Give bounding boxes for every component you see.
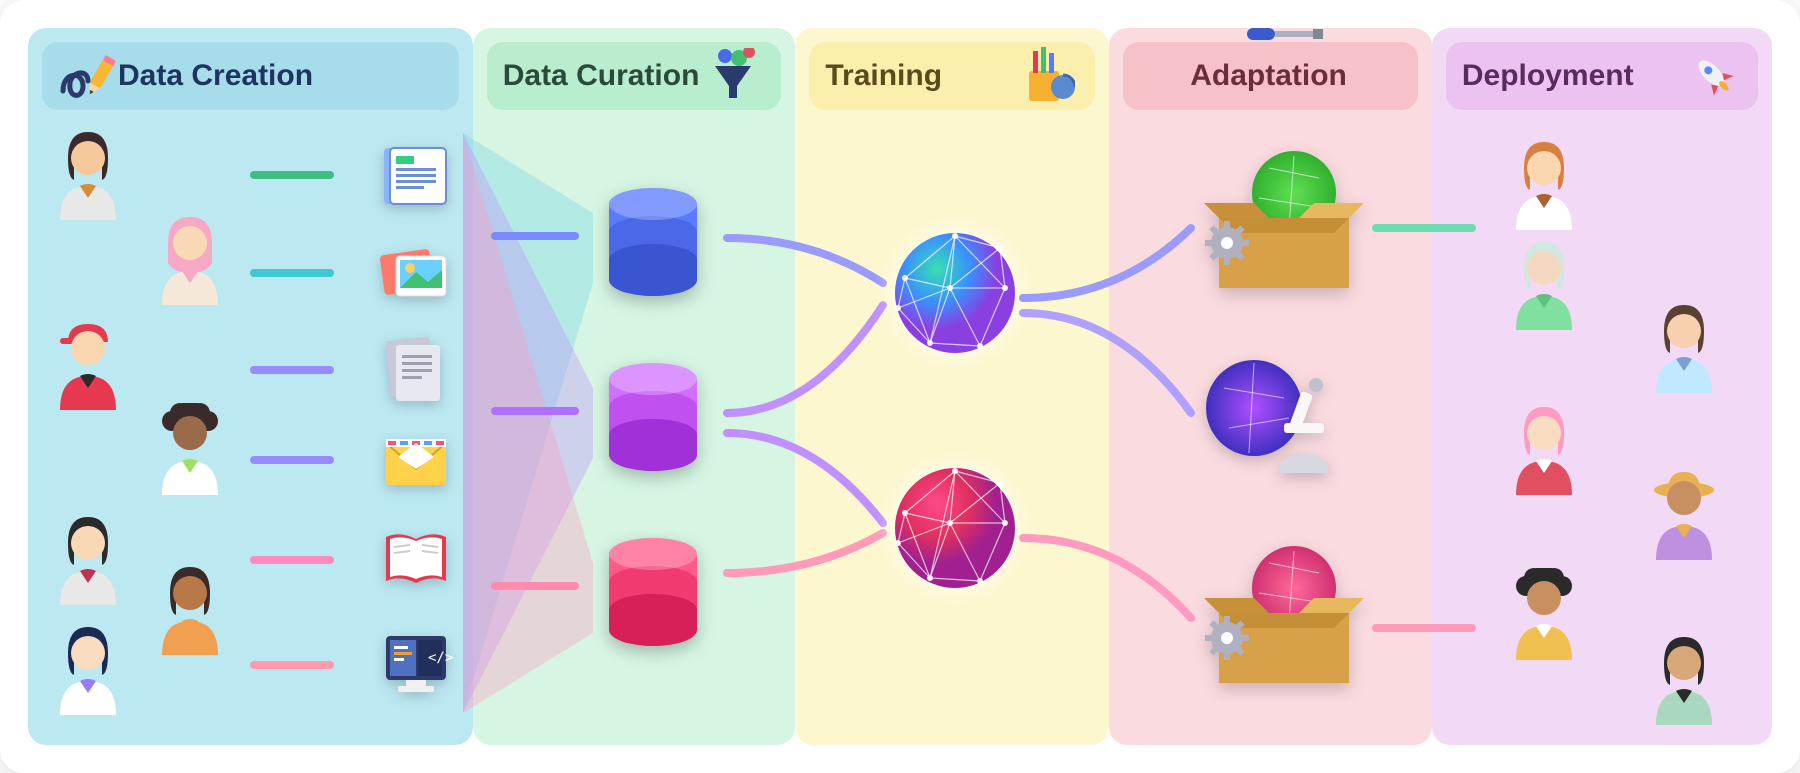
header-training: Training (809, 42, 1095, 110)
beam-2 (463, 123, 603, 723)
box-pink-icon (1199, 543, 1369, 693)
pencil-squiggle-icon (58, 51, 118, 101)
box-green-icon (1199, 148, 1369, 298)
user-user-3 (1642, 301, 1726, 393)
scope-icon (1199, 348, 1349, 488)
creator-person-buzz (148, 563, 232, 655)
arrow-creator-to-media-4 (250, 550, 338, 570)
user-user-2 (1502, 238, 1586, 330)
model-a-icon (890, 228, 1020, 358)
creator-person-bob (46, 623, 130, 715)
creator-person-cap (46, 318, 130, 410)
media-mail-icon (371, 418, 461, 504)
creator-person-sari (46, 128, 130, 220)
arrow-into-db-blue (491, 226, 583, 246)
screwdriver-icon (1245, 14, 1325, 59)
user-user-7 (1642, 633, 1726, 725)
creator-person-curly (148, 403, 232, 495)
creation-stage-body: </> (28, 123, 473, 735)
arrow-train-3 (723, 523, 893, 583)
arrow-adapt-2 (1019, 528, 1199, 638)
media-news-icon (371, 133, 461, 219)
user-user-5 (1642, 468, 1726, 560)
arrow-creator-to-media-1 (250, 263, 338, 283)
header-label: Data Creation (118, 59, 313, 93)
pencil-cup-icon (1015, 47, 1075, 105)
db-purple-icon (593, 353, 713, 473)
header-deployment: Deployment (1446, 42, 1758, 110)
media-docs-icon (371, 328, 461, 414)
pipeline-diagram: Data Creation (0, 0, 1800, 773)
rocket-icon (1690, 52, 1738, 100)
adaptation-stage-body (1109, 123, 1432, 735)
db-pink-icon (593, 528, 713, 648)
arrow-creator-to-media-3 (250, 450, 338, 470)
svg-text:</>: </> (428, 650, 453, 666)
header-label: Data Curation (503, 59, 700, 93)
header-label: Training (825, 59, 942, 93)
media-code-icon: </> (371, 623, 461, 709)
db-blue-icon (593, 178, 713, 298)
header-label: Adaptation (1190, 59, 1347, 93)
user-user-6 (1502, 568, 1586, 660)
user-user-1 (1502, 138, 1586, 230)
arrow-creator-to-media-2 (250, 360, 338, 380)
arrow-deploy-0 (1372, 218, 1482, 238)
model-b-icon (890, 463, 1020, 593)
media-book-icon (371, 518, 461, 604)
arrow-deploy-1 (1372, 618, 1482, 638)
arrow-train-1 (723, 293, 893, 423)
header-data-creation: Data Creation (42, 42, 459, 110)
creator-person-hijab (148, 213, 232, 305)
deployment-stage-body (1432, 123, 1772, 735)
stage-columns: Data Creation (28, 28, 1772, 745)
header-data-curation: Data Curation (487, 42, 782, 110)
creator-person-bangs (46, 513, 130, 605)
arrow-into-db-purple (491, 401, 583, 421)
stage-data-creation: Data Creation (28, 28, 473, 745)
arrow-creator-to-media-0 (250, 165, 338, 185)
stage-deployment: Deployment (1432, 28, 1772, 745)
arrow-creator-to-media-5 (250, 655, 338, 675)
user-user-4 (1502, 403, 1586, 495)
arrow-into-db-pink (491, 576, 583, 596)
header-label: Deployment (1462, 59, 1634, 93)
media-photos-icon (371, 231, 461, 317)
arrow-adapt-1 (1019, 303, 1199, 433)
funnel-balls-icon (705, 48, 761, 104)
